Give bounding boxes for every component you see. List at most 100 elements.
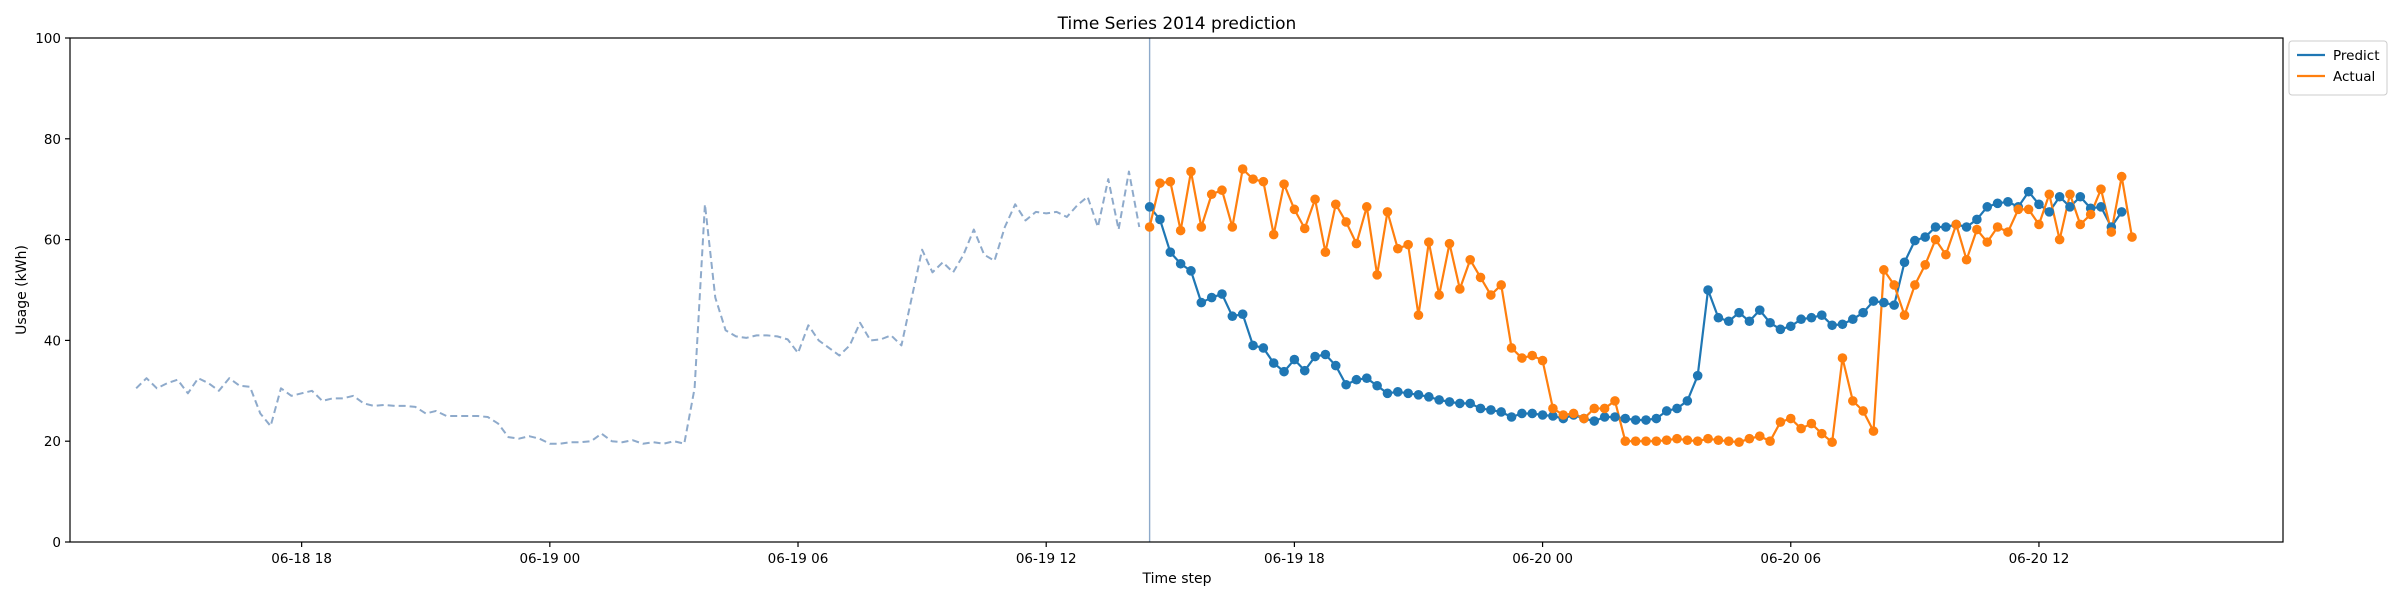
point-actual-87	[2044, 189, 2055, 200]
x-tick-label-5: 06-20 00	[1512, 551, 1573, 567]
point-predict-36	[1517, 408, 1527, 419]
point-actual-49	[1651, 436, 1662, 447]
point-actual-53	[1692, 436, 1703, 447]
y-tick-label-20: 20	[44, 434, 61, 450]
point-predict-30	[1455, 398, 1465, 409]
point-predict-55	[1713, 312, 1724, 323]
point-actual-65	[1816, 428, 1827, 439]
point-predict-20	[1351, 374, 1362, 385]
point-actual-17	[1320, 247, 1331, 257]
point-predict-85	[2023, 186, 2034, 197]
point-predict-57	[1734, 307, 1744, 318]
point-predict-33	[1486, 405, 1496, 415]
point-predict-17	[1320, 349, 1331, 360]
point-predict-2	[1165, 247, 1176, 257]
point-actual-39	[1548, 403, 1558, 414]
point-actual-36	[1517, 353, 1527, 363]
chart-title: Time Series 2014 prediction	[1057, 14, 1297, 34]
point-actual-16	[1310, 194, 1320, 205]
point-actual-83	[2003, 227, 2013, 237]
point-predict-65	[1816, 310, 1827, 321]
point-actual-64	[1806, 418, 1817, 429]
point-predict-53	[1692, 370, 1703, 381]
point-predict-72	[1889, 300, 1899, 310]
point-actual-73	[1899, 310, 1910, 321]
point-predict-83	[2003, 197, 2013, 207]
point-actual-45	[1610, 396, 1620, 406]
point-actual-56	[1723, 436, 1734, 447]
x-tick-label-1: 06-19 00	[519, 551, 580, 567]
point-actual-8	[1227, 222, 1238, 232]
point-actual-41	[1568, 408, 1579, 419]
point-predict-51	[1672, 403, 1682, 414]
legend-label-actual: Actual	[2333, 69, 2375, 85]
point-predict-68	[1848, 314, 1858, 325]
point-predict-23	[1382, 388, 1393, 399]
y-tick-label-60: 60	[44, 233, 61, 249]
point-predict-47	[1630, 415, 1641, 425]
point-actual-89	[2065, 189, 2075, 200]
point-predict-48	[1641, 415, 1651, 425]
point-predict-44	[1599, 412, 1610, 422]
point-predict-50	[1661, 406, 1672, 416]
point-predict-87	[2044, 207, 2055, 217]
point-actual-60	[1765, 436, 1775, 447]
axes: 0 20 40 60 80 100 06-18 18 06-19 00 06-19 06 06-1…	[35, 31, 2284, 567]
point-actual-57	[1734, 437, 1744, 448]
series-markers	[1144, 164, 2137, 448]
point-actual-25	[1403, 239, 1413, 250]
point-actual-52	[1682, 435, 1693, 445]
point-actual-46	[1620, 436, 1631, 447]
y-tick-label-0: 0	[52, 535, 61, 551]
point-actual-90	[2075, 219, 2086, 230]
x-tick-label-3: 06-19 12	[1016, 551, 1077, 567]
point-predict-37	[1527, 408, 1538, 419]
point-actual-84	[2013, 204, 2024, 215]
point-actual-63	[1796, 423, 1806, 434]
point-predict-13	[1279, 366, 1289, 377]
point-actual-10	[1248, 174, 1258, 184]
point-actual-51	[1672, 433, 1682, 444]
point-predict-35	[1506, 412, 1517, 422]
point-predict-26	[1413, 390, 1424, 400]
point-actual-0	[1144, 222, 1155, 232]
point-actual-3	[1175, 225, 1186, 236]
point-actual-7	[1217, 185, 1227, 196]
point-predict-16	[1310, 351, 1320, 362]
point-actual-82	[1992, 222, 2003, 232]
point-actual-88	[2054, 234, 2065, 245]
point-predict-66	[1827, 320, 1837, 331]
point-predict-64	[1806, 312, 1817, 323]
y-axis-title: Usage (kWh)	[14, 245, 30, 335]
point-predict-62	[1785, 321, 1796, 332]
x-tick-label-7: 06-20 12	[2009, 551, 2070, 567]
point-predict-46	[1620, 413, 1631, 424]
point-actual-91	[2085, 209, 2096, 220]
y-tick-label-80: 80	[44, 132, 61, 148]
point-predict-6	[1206, 292, 1217, 303]
point-actual-2	[1165, 176, 1176, 187]
point-predict-12	[1268, 358, 1279, 368]
point-actual-38	[1537, 355, 1548, 366]
point-predict-4	[1186, 266, 1196, 276]
point-predict-18	[1330, 360, 1341, 371]
x-tick-label-4: 06-19 18	[1264, 551, 1325, 567]
point-predict-25	[1403, 388, 1413, 399]
point-actual-76	[1930, 234, 1941, 245]
point-actual-59	[1754, 431, 1765, 441]
point-predict-14	[1289, 354, 1300, 365]
point-actual-66	[1827, 437, 1837, 448]
point-actual-62	[1785, 413, 1796, 424]
point-actual-26	[1413, 310, 1424, 321]
point-actual-85	[2023, 204, 2034, 215]
series-line-history	[135, 170, 1141, 445]
point-actual-44	[1599, 403, 1610, 414]
point-predict-3	[1175, 258, 1186, 269]
point-predict-29	[1444, 397, 1455, 407]
point-predict-67	[1837, 319, 1848, 330]
point-predict-63	[1796, 314, 1806, 325]
point-predict-90	[2075, 191, 2086, 202]
x-tick-label-6: 06-20 06	[1760, 551, 1821, 567]
point-predict-60	[1765, 317, 1775, 328]
